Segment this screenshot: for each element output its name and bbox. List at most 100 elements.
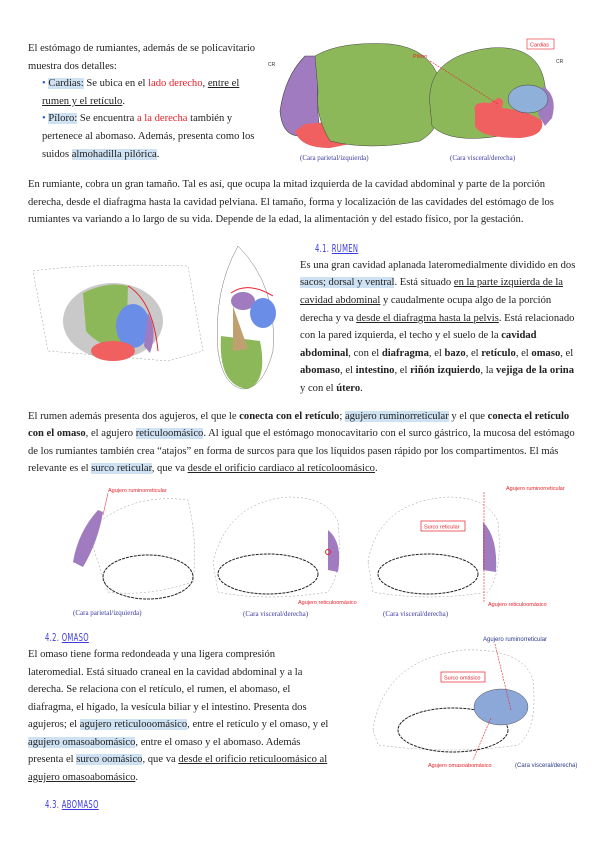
section-number: 4.1. [315,241,330,255]
text-u: desde el diafragma hasta la pelvis [356,312,499,324]
text-hl: agujero ruminorreticular [344,410,449,422]
text-run: El rumen además presenta dos agujeros, e… [28,410,240,422]
text-run: , la [480,365,497,377]
surco-omasico-label: Surco omásico [444,675,480,681]
text-b: retículo [481,347,516,359]
text-red: a la derecha [136,113,188,125]
figure1-caption-left: (Cara parietal/izquierda) [300,154,369,162]
text-run: . [135,772,139,784]
omasum-figure: Surco omásico Agujero ruminorreticular A… [372,637,577,769]
omaso-column: 4.2. OMASO El omaso tiene forma redondea… [28,630,333,787]
text-u: desde el orificio reticuloomásico al agu… [28,754,328,784]
text-run: , el agujero [85,428,136,440]
figure4-caption: (Cara visceral/derecha) [515,763,577,769]
text-run: ; [339,410,345,422]
text-run: Es una gran cavidad aplanada lateromedia… [300,259,576,271]
text-run: , el [560,347,574,359]
agujero-ro-label: Agujero reticuloomásico [298,600,357,606]
text-b: cavidad abdominal [300,330,537,359]
surco-reticular-label: Surco reticular [424,524,460,530]
bullet-text: Píloro: Se encuentra a la derecha tambié… [42,113,255,160]
figure3-caption-1: (Cara parietal/izquierda) [73,609,142,617]
section-heading-omaso: 4.2. OMASO [45,630,224,646]
text-hl: Píloro: [48,113,78,125]
left-view: CR (Cara parietal/izquierda) [268,43,441,162]
text-hl: reticuloomásico [135,428,204,440]
text-b: vejiga de la orina [496,365,574,377]
text-run: . Está situado [394,277,454,289]
text-b: intestino [355,365,395,377]
text-run: y con el [300,382,337,394]
intro-section: El estómago de rumiantes, además de se p… [28,38,580,166]
text-b: útero [336,382,361,394]
text-hl: almohadilla pilórica [71,148,157,160]
text-run: , entre el omaso y el abomaso. Además pr… [28,736,301,766]
text-run: . [122,95,125,107]
text-run: En rumiante, cobra un gran tamaño. Tal e… [28,179,554,226]
section-title-link[interactable]: OMASO [61,630,89,644]
text-hl: agujero omasoabomásico [28,736,136,748]
text-hl: Cardias: [48,78,84,90]
section-title-link[interactable]: RUMEN [331,241,359,255]
text-u: en la parte izquierda de la cavidad abdo… [300,277,563,306]
text-run: , el [428,347,445,359]
text-run: , el [340,365,356,377]
section-title-link[interactable]: ABOMASO [61,797,99,811]
diagram-parietal: Agujero ruminorreticular (Cara parietal/… [73,488,195,617]
bullet-text: Cardias: Se ubica en el lado derecho, en… [42,78,239,107]
text-b: abomaso [300,365,341,377]
text-b: bazo [444,347,466,359]
figure3-caption-3: (Cara visceral/derecha) [383,610,449,618]
agujero-oa-label: Agujero omasoabomásico [428,763,492,769]
text-hl: agujero reticulooomásico [79,719,188,731]
figure3-caption-2: (Cara visceral/derecha) [243,610,309,618]
text-b: riñón izquierdo [410,365,481,377]
text-run: , que va [151,463,188,475]
text-u: desde el orificio cardiaco al retícoloom… [187,463,375,475]
text-run: , que va [142,754,179,766]
text-run: El omaso tiene forma redondeada y una li… [28,648,307,731]
document-page: El estómago de rumiantes, además de se p… [28,38,580,811]
diagram-surco: Surco reticular Agujero ruminorreticular… [367,486,565,618]
paragraph-agujeros: El rumen además presenta dos agujeros, e… [28,408,580,478]
text-run: . [360,382,363,394]
diagram-visceral: Agujero reticuloomásico (Cara visceral/d… [212,496,357,618]
rumen-column: 4.1. RUMEN Es una gran cavidad aplanada … [300,241,580,398]
text-run: y caudalmente ocupa algo de la porción d… [300,294,552,324]
reticulum-diagrams-figure: Agujero ruminorreticular (Cara parietal/… [73,486,565,618]
agujero-ro-label-2: Agujero reticuloomásico [488,602,547,608]
rumen-section: 4.1. RUMEN Es una gran cavidad aplanada … [28,241,580,398]
piloro-label: Píloro [413,54,427,60]
text-b: diafragma [381,347,429,359]
omaso-text: El omaso tiene forma redondeada y una li… [28,646,333,787]
text-b: conecta con el retículo [239,410,340,422]
text-u: entre el rumen y el retículo [42,78,240,107]
text-run: y el que [448,410,488,422]
text-b: omaso [531,347,561,359]
bullet-cardias: • Cardias: Se ubica en el lado derecho, … [28,75,260,110]
cardias-label-box [526,38,555,50]
cr-label-right: CR [556,59,564,65]
figure1-caption-right: (Cara visceral/derecha) [450,154,516,162]
text-red: lado derecho [148,78,203,90]
text-run: . Al igual que el estómago monocavitario… [28,428,575,475]
text-run: , entre el retículo y el omaso, y el [187,719,329,731]
text-run: . Está relacionado con la pared izquierd… [300,312,575,342]
text-run: también y pertenece al abomaso. Además, … [42,113,255,160]
agujero-rr-label: Agujero ruminorreticular [108,488,167,494]
intro-lead: El estómago de rumiantes, además de se p… [28,40,260,75]
text-run: . [156,148,160,160]
bullet-icon: • [42,78,46,90]
text-run: . [374,463,378,475]
text-hl: surco reticular [91,463,152,475]
section-number: 4.3. [45,797,60,811]
cardias-label: Cardias [530,43,549,49]
paragraph-tamano: En rumiante, cobra un gran tamaño. Tal e… [28,176,580,229]
cr-label-left: CR [268,62,276,68]
text-run: Se encuentra [77,113,137,125]
bullet-icon: • [42,113,46,125]
text-run: Se ubica en el [83,78,149,90]
bullet-piloro: • Píloro: Se encuentra a la derecha tamb… [28,110,260,163]
text-run: , [202,78,208,90]
text-hl: sacos; dorsal y ventral [300,277,395,289]
